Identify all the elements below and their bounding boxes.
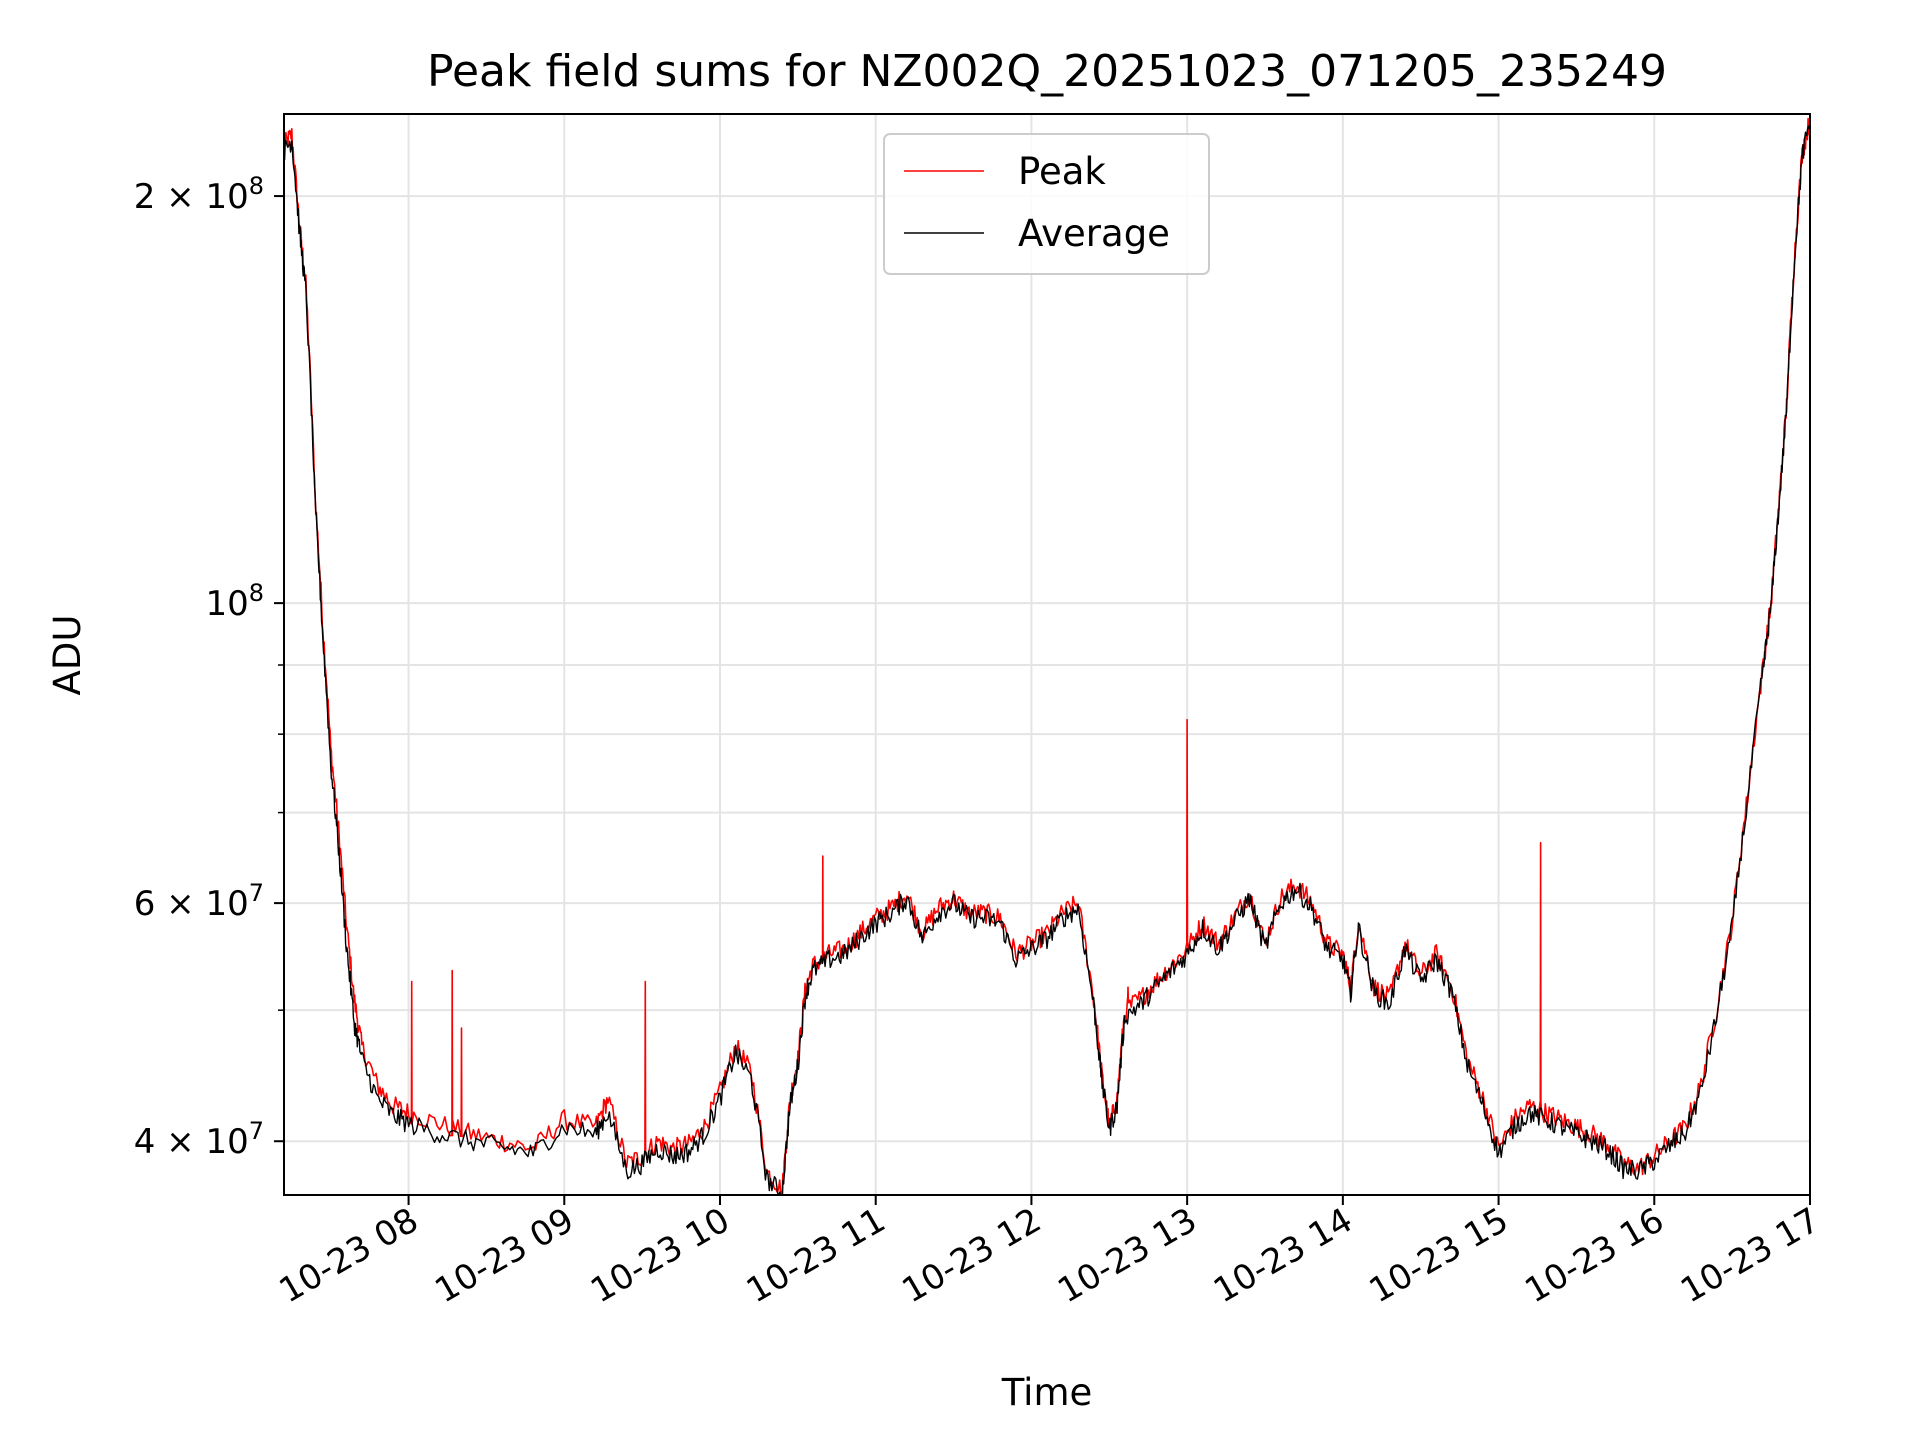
y-tick-exponent: 7 [249, 879, 264, 907]
legend-box [883, 133, 1210, 275]
series-line-average [284, 119, 1810, 1195]
chart-title: Peak field sums for NZ002Q_20251023_0712… [427, 46, 1667, 97]
legend-label-peak: Peak [1018, 150, 1106, 193]
y-tick-mantissa: 4 [134, 1122, 156, 1162]
y-tick-mantissa: 6 [134, 884, 156, 924]
plot-lines [284, 117, 1810, 1195]
x-axis-title: Time [1001, 1371, 1093, 1414]
y-tick-exponent: 8 [249, 172, 264, 200]
y-tick-label: 6 × 107 [134, 879, 264, 924]
legend-label-average: Average [1018, 212, 1170, 255]
y-tick-mantissa: 2 [134, 177, 156, 217]
plot-frame [283, 113, 1811, 1196]
y-tick-label: 2 × 108 [134, 172, 264, 217]
legend: Peak Average [883, 133, 1210, 275]
y-tick-exponent: 8 [249, 579, 264, 607]
y-tick-label: 4 × 107 [134, 1117, 264, 1162]
y-tick-exponent: 7 [249, 1117, 264, 1145]
y-axis-title: ADU [46, 615, 89, 696]
